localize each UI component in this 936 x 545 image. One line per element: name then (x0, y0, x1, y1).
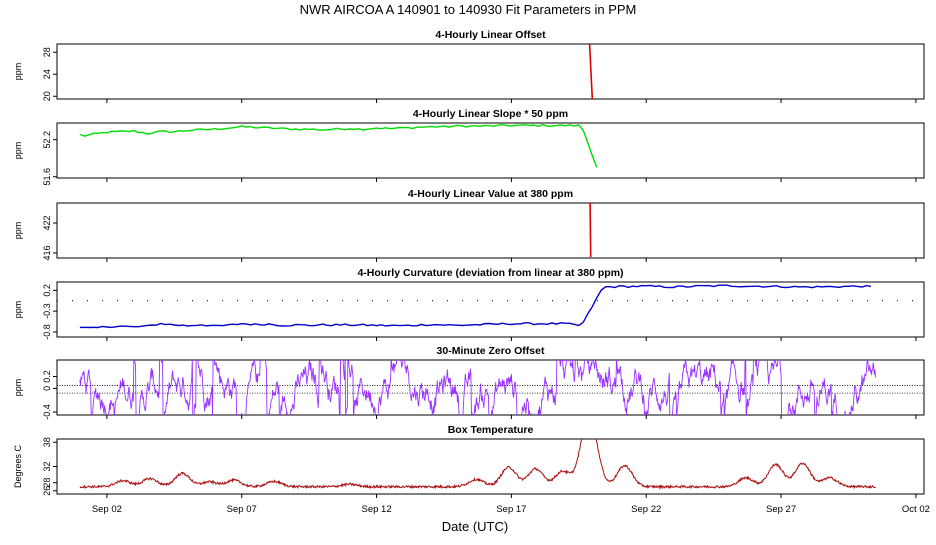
x-tick-label: Sep 02 (92, 504, 122, 515)
series-group (57, 284, 924, 329)
x-axis-label: Date (UTC) (442, 519, 508, 534)
series-group (57, 360, 924, 415)
panel-4: 4-Hourly Curvature (deviation from linea… (13, 267, 925, 341)
x-tick-label: Sep 27 (766, 504, 796, 515)
chart-title: NWR AIRCOA A 140901 to 140930 Fit Parame… (300, 2, 637, 17)
y-axis-label: Degrees C (13, 444, 23, 488)
x-axis: Sep 02 Sep 07 Sep 12 Sep 17 Sep 22 Sep 27 Oct … (92, 504, 930, 515)
y-tick-label: -0.4 (42, 404, 52, 420)
series-group (79, 123, 598, 168)
chart-panels: 4-Hourly Linear Offset202428ppm4-Hourly … (13, 29, 925, 498)
series-line (79, 439, 876, 490)
y-tick-label: 0 (42, 386, 52, 391)
panel-frame (56, 359, 925, 416)
y-axis-label: ppm (13, 379, 23, 397)
panel-title: 30-Minute Zero Offset (437, 345, 545, 357)
panel-title: 4-Hourly Linear Value at 380 ppm (408, 188, 573, 200)
x-tick-label: Sep 12 (362, 504, 392, 515)
x-tick-label: Sep 17 (496, 504, 526, 515)
series-line (589, 203, 592, 258)
series-line (79, 360, 876, 415)
y-tick-label: 0.2 (42, 284, 52, 297)
panel-3: 4-Hourly Linear Value at 380 ppm 416 422 pp… (13, 188, 925, 262)
y-tick-label: -0.3 (42, 303, 52, 319)
series-line (79, 123, 598, 168)
series-line (79, 284, 872, 329)
panel-frame (56, 281, 925, 338)
panel-frame (56, 122, 925, 179)
panel-frame (56, 43, 925, 100)
y-tick-label: 32 (42, 461, 52, 471)
y-axis-label: ppm (13, 222, 23, 240)
y-tick-label: 51.6 (42, 168, 52, 186)
panel-title: 4-Hourly Linear Slope * 50 ppm (413, 108, 568, 120)
y-tick-label: 52.2 (42, 131, 52, 149)
y-tick-label: 26 (42, 486, 52, 496)
panel-frame (56, 438, 925, 495)
x-tick-label: Oct 02 (902, 504, 930, 515)
x-tick-label: Sep 07 (227, 504, 257, 515)
y-tick-label: 20 (42, 91, 52, 101)
y-tick-label: 24 (42, 69, 52, 79)
y-axis-label: ppm (13, 301, 23, 319)
y-tick-label: 416 (42, 245, 52, 260)
series-line (588, 44, 594, 99)
panel-title: 4-Hourly Linear Offset (435, 29, 546, 41)
panel-1: 4-Hourly Linear Offset 20 24 28 ppm (13, 29, 925, 103)
x-tick-label: Sep 22 (631, 504, 661, 515)
y-axis-label: ppm (13, 63, 23, 81)
y-tick-label: 38 (42, 437, 52, 447)
y-tick-label: 28 (42, 478, 52, 488)
y-tick-label: 422 (42, 215, 52, 230)
y-tick-label: 0.2 (42, 370, 52, 383)
y-axis-label: ppm (13, 142, 23, 160)
series-group (589, 203, 592, 258)
panel-title: Box Temperature (448, 424, 534, 436)
panel-5: 30-Minute Zero Offset -0.4 0 0.2 ppm (13, 345, 925, 420)
panel-2: 4-Hourly Linear Slope * 50 ppm 51.6 52.2 pp… (13, 108, 925, 186)
y-tick-label: 28 (42, 47, 52, 57)
series-group (79, 439, 876, 490)
y-tick-label: -0.8 (42, 324, 52, 340)
panel-title: 4-Hourly Curvature (deviation from linea… (357, 267, 623, 279)
panel-frame (56, 202, 925, 259)
series-group (588, 44, 594, 99)
